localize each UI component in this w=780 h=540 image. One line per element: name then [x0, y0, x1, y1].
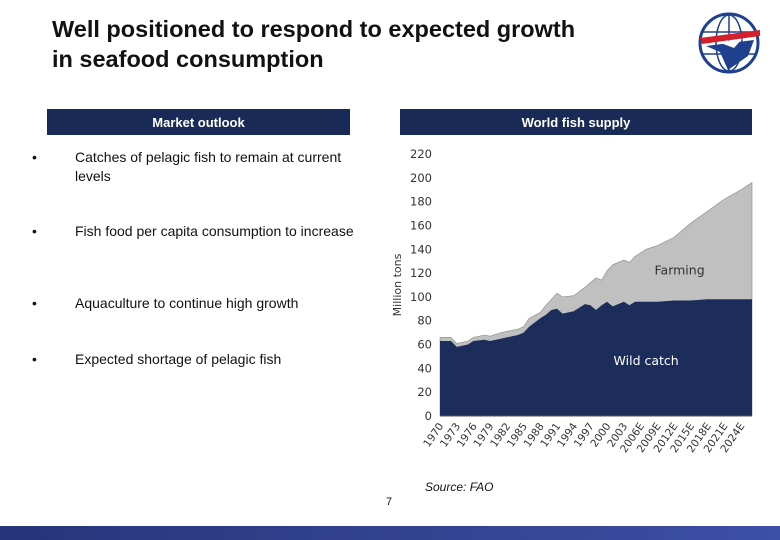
bullet-marker: •	[32, 351, 37, 367]
y-tick-label: 0	[425, 409, 432, 423]
bullet-marker: •	[32, 149, 37, 165]
y-tick-label: 180	[410, 195, 432, 209]
bullet-text: Aquaculture to continue high growth	[75, 295, 299, 311]
y-tick-label: 80	[417, 314, 432, 328]
source-note: Source: FAO	[425, 480, 494, 494]
wild-catch-area	[440, 299, 752, 416]
world-fish-supply-chart: 0 20 40 60 80 100 120 140 160 180 200 220 Million to…	[391, 147, 753, 455]
bullet-text: Expected shortage of pelagic fish	[75, 351, 282, 367]
world-fish-supply-header: World fish supply	[400, 109, 752, 135]
y-tick-label: 40	[417, 361, 432, 375]
y-tick-label: 100	[410, 290, 432, 304]
list-item: • Aquaculture to continue high growth	[30, 294, 360, 313]
slide-title-line-1: Well positioned to respond to expected g…	[52, 16, 576, 42]
bullet-text: Catches of pelagic fish to remain at cur…	[75, 149, 342, 184]
company-logo-icon	[698, 12, 760, 74]
y-tick-label: 220	[410, 147, 432, 161]
farming-label: Farming	[655, 262, 705, 277]
y-tick-label: 60	[417, 338, 432, 352]
y-tick-label: 140	[410, 242, 432, 256]
bullet-text: Fish food per capita consumption to incr…	[75, 223, 354, 239]
footer-bar	[0, 526, 780, 540]
bullet-marker: •	[32, 295, 37, 311]
page-number: 7	[386, 496, 393, 508]
bullet-marker: •	[32, 223, 37, 239]
y-tick-label: 160	[410, 218, 432, 232]
y-tick-label: 120	[410, 266, 432, 280]
market-outlook-header: Market outlook	[47, 109, 350, 135]
list-item: • Expected shortage of pelagic fish	[30, 350, 360, 369]
list-item: • Fish food per capita consumption to in…	[30, 222, 360, 241]
y-tick-label: 200	[410, 171, 432, 185]
slide-title: Well positioned to respond to expected g…	[52, 14, 672, 74]
y-axis-label: Million tons	[391, 253, 404, 316]
wild-catch-label: Wild catch	[614, 353, 679, 368]
y-tick-label: 20	[417, 385, 432, 399]
list-item: • Catches of pelagic fish to remain at c…	[30, 148, 360, 186]
slide-title-line-2: in seafood consumption	[52, 46, 324, 72]
